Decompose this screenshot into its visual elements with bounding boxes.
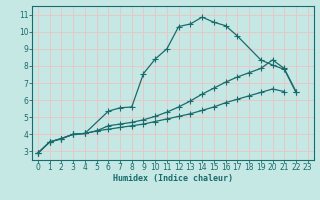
X-axis label: Humidex (Indice chaleur): Humidex (Indice chaleur) bbox=[113, 174, 233, 183]
